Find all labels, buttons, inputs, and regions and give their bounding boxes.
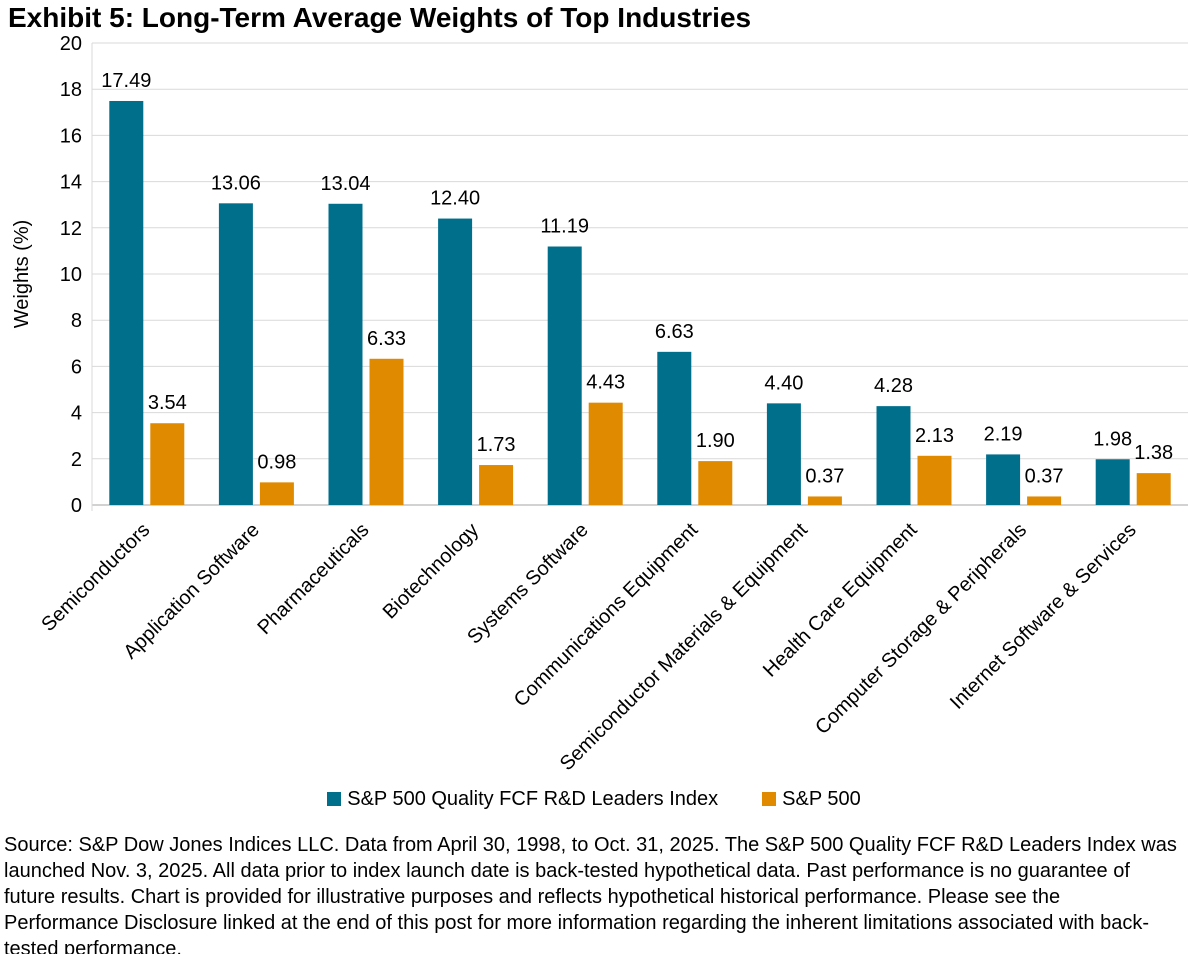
bar-value-label: 17.49	[101, 70, 151, 92]
legend-label: S&P 500	[782, 788, 861, 810]
y-axis-tick-label: 18	[60, 79, 82, 101]
x-axis-category-label: Semiconductor Materials & Equipment	[556, 519, 812, 775]
y-axis-tick-label: 14	[60, 172, 82, 194]
bar-value-label: 1.98	[1093, 428, 1132, 450]
bar-value-label: 2.13	[915, 425, 954, 447]
y-axis-tick-label: 8	[71, 310, 82, 332]
bar-value-label: 4.28	[874, 375, 913, 397]
legend-swatch-icon	[327, 792, 342, 806]
x-axis-category-label: Communications Equipment	[510, 519, 703, 712]
bar	[109, 100, 144, 505]
x-axis-category-label: Biotechnology	[379, 519, 483, 623]
bar	[547, 246, 582, 506]
bar-value-label: 13.06	[211, 172, 261, 194]
bar	[259, 482, 294, 505]
bar-chart: 0 2 4 6 8 10 12 14 16 18 20 Weights (%) 17.49 3.54 Sem…	[11, 33, 1188, 775]
y-axis-tick-label: 10	[60, 264, 82, 286]
y-axis-tick-label: 2	[71, 449, 82, 471]
bar-value-label: 0.98	[257, 451, 296, 473]
bar	[438, 218, 473, 505]
y-axis-title: Weights (%)	[11, 220, 33, 329]
x-axis-category-label: Internet Software & Services	[946, 519, 1141, 714]
bar-value-label: 1.90	[696, 430, 735, 452]
bar-value-label: 1.73	[477, 434, 516, 456]
bar	[369, 358, 404, 505]
bar-value-label: 2.19	[984, 423, 1023, 445]
bar-value-label: 4.40	[764, 372, 803, 394]
bar-value-label: 3.54	[148, 392, 187, 414]
bar	[698, 461, 733, 505]
page-title: Exhibit 5: Long-Term Average Weights of …	[8, 2, 752, 33]
bar	[807, 496, 842, 505]
bar-value-label: 6.63	[655, 321, 694, 343]
bar	[766, 403, 801, 505]
bar-value-label: 0.37	[805, 465, 844, 487]
bar-value-label: 13.04	[320, 173, 370, 195]
bar-value-label: 12.40	[430, 188, 480, 210]
bar	[657, 351, 692, 505]
bar	[1136, 473, 1171, 505]
bar-value-label: 11.19	[540, 216, 589, 238]
legend-label: S&P 500 Quality FCF R&D Leaders Index	[347, 788, 719, 810]
bar-value-label: 0.37	[1025, 465, 1064, 487]
x-axis-category-label: Pharmaceuticals	[253, 519, 373, 639]
bar-value-label: 6.33	[367, 328, 406, 350]
bar	[917, 455, 952, 505]
bar	[218, 203, 253, 505]
bar-value-label: 1.38	[1134, 442, 1173, 464]
y-axis-tick-label: 0	[71, 495, 82, 517]
source-note: Source: S&P Dow Jones Indices LLC. Data …	[4, 834, 1177, 954]
legend-swatch-icon	[762, 792, 777, 806]
y-axis-tick-label: 4	[71, 403, 82, 425]
bar	[1095, 459, 1130, 505]
x-axis-category-label: Computer Storage & Peripherals	[811, 519, 1031, 739]
bar	[986, 454, 1021, 505]
bar	[150, 423, 185, 505]
x-axis-category-label: Systems Software	[463, 519, 593, 649]
bar	[876, 406, 911, 505]
y-axis-tick-label: 12	[60, 218, 82, 240]
y-axis-tick-label: 16	[60, 125, 82, 147]
bar-value-label: 4.43	[586, 372, 625, 394]
legend-item: S&P 500 Quality FCF R&D Leaders Index	[327, 788, 718, 810]
bar	[328, 203, 363, 505]
legend-item: S&P 500	[762, 788, 861, 810]
bar	[1027, 496, 1062, 505]
x-axis-category-label: Semiconductors	[37, 519, 154, 636]
bar	[588, 402, 623, 505]
y-axis-tick-label: 20	[60, 33, 82, 55]
legend: S&P 500 Quality FCF R&D Leaders Index S&P…	[0, 788, 1188, 810]
bar	[479, 465, 514, 505]
y-axis-tick-label: 6	[71, 356, 82, 378]
